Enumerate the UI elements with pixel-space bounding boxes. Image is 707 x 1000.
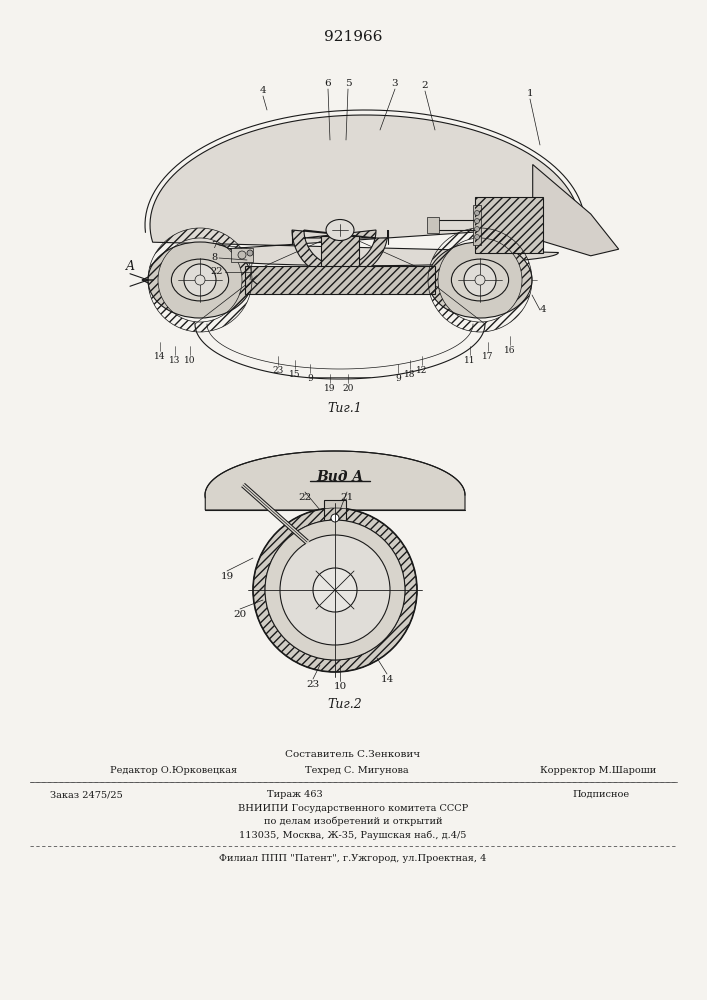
Text: 19: 19 (221, 572, 233, 581)
Ellipse shape (171, 259, 228, 301)
Text: 22: 22 (298, 493, 312, 502)
Text: 9: 9 (395, 374, 401, 383)
Text: 14: 14 (380, 675, 394, 684)
Text: 18: 18 (404, 370, 416, 379)
Bar (473, 205, 481, 245)
Circle shape (474, 211, 479, 216)
Text: 1: 1 (527, 89, 533, 98)
Ellipse shape (148, 242, 252, 318)
Bar (231, 248, 253, 262)
Text: по делам изобретений и открытий: по делам изобретений и открытий (264, 817, 443, 826)
Text: 8: 8 (211, 253, 217, 262)
Text: 921966: 921966 (324, 30, 382, 44)
Circle shape (195, 275, 205, 285)
Text: 12: 12 (416, 366, 428, 375)
Circle shape (247, 250, 253, 256)
Text: 9: 9 (307, 374, 313, 383)
Polygon shape (150, 115, 580, 266)
Circle shape (253, 508, 417, 672)
Text: 19: 19 (325, 384, 336, 393)
Ellipse shape (326, 220, 354, 240)
Text: Вид A: Вид A (317, 470, 363, 484)
Circle shape (313, 568, 357, 612)
Text: ВНИИПИ Государственного комитета СССР: ВНИИПИ Государственного комитета СССР (238, 804, 468, 813)
Ellipse shape (428, 242, 532, 318)
Text: 3: 3 (392, 79, 398, 88)
Text: 5: 5 (345, 79, 351, 88)
Polygon shape (205, 451, 465, 510)
Text: 11: 11 (464, 356, 476, 365)
Text: 16: 16 (504, 346, 515, 355)
Circle shape (331, 514, 339, 522)
Circle shape (474, 219, 479, 224)
Circle shape (238, 251, 246, 259)
Text: Тираж 463: Тираж 463 (267, 790, 323, 799)
Bar (321, 236, 359, 271)
Bar (427, 217, 439, 233)
Text: 10: 10 (185, 356, 196, 365)
Bar (475, 197, 543, 253)
Circle shape (474, 227, 479, 232)
Text: 15: 15 (289, 370, 300, 379)
Circle shape (184, 264, 216, 296)
Polygon shape (532, 164, 619, 256)
Text: Τиг.1: Τиг.1 (327, 402, 363, 415)
Text: 13: 13 (169, 356, 181, 365)
Text: 4: 4 (540, 306, 547, 314)
Circle shape (474, 234, 479, 239)
Text: 6: 6 (325, 79, 332, 88)
Text: Подписное: Подписное (573, 790, 630, 799)
Text: 17: 17 (482, 352, 493, 361)
Text: Τиг.2: Τиг.2 (327, 698, 363, 711)
Text: 22: 22 (211, 267, 223, 276)
Text: 10: 10 (334, 682, 346, 691)
Polygon shape (292, 230, 388, 278)
Text: 23: 23 (272, 366, 284, 375)
Circle shape (280, 535, 390, 645)
Text: 4: 4 (259, 86, 267, 95)
Text: 14: 14 (154, 352, 165, 361)
Text: 113035, Москва, Ж-35, Раушская наб., д.4/5: 113035, Москва, Ж-35, Раушская наб., д.4… (239, 830, 467, 840)
Bar (245, 266, 435, 294)
Text: 2: 2 (421, 81, 428, 90)
Circle shape (475, 275, 485, 285)
Circle shape (464, 264, 496, 296)
Text: 20: 20 (342, 384, 354, 393)
Text: Составитель С.Зенкович: Составитель С.Зенкович (286, 750, 421, 759)
Bar (324, 500, 346, 528)
Text: Техред С. Мигунова: Техред С. Мигунова (305, 766, 409, 775)
Text: Редактор О.Юрковецкая: Редактор О.Юрковецкая (110, 766, 237, 775)
Bar (475, 197, 543, 253)
Text: 7: 7 (211, 240, 217, 249)
Text: Заказ 2475/25: Заказ 2475/25 (50, 790, 123, 799)
Text: 21: 21 (340, 493, 354, 502)
Text: 23: 23 (306, 680, 320, 689)
Ellipse shape (451, 259, 508, 301)
Text: 20: 20 (233, 610, 247, 619)
Text: Корректор М.Шароши: Корректор М.Шароши (540, 766, 656, 775)
Text: Филиал ППП "Патент", г.Ужгород, ул.Проектная, 4: Филиал ППП "Патент", г.Ужгород, ул.Проек… (219, 854, 486, 863)
Circle shape (265, 520, 405, 660)
Text: A: A (126, 259, 134, 272)
